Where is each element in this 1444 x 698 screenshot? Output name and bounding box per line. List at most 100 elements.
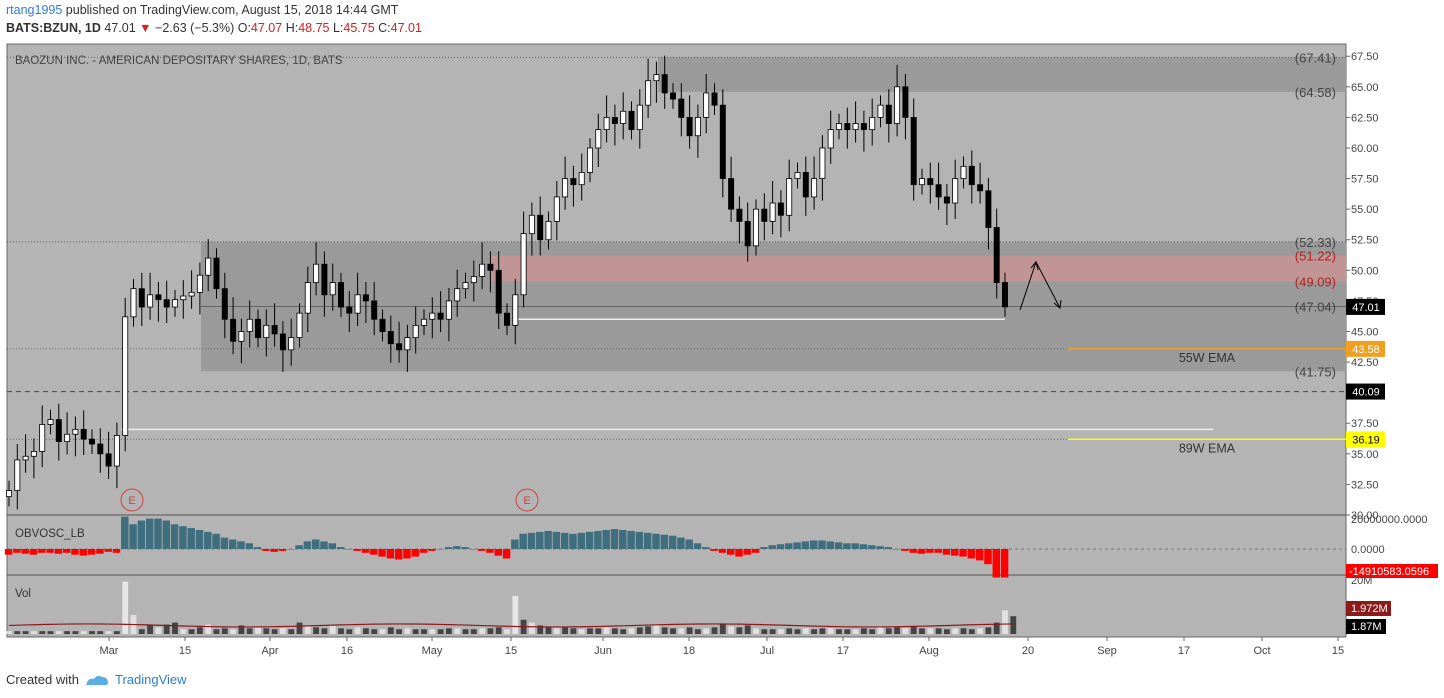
volume-bar — [39, 631, 46, 634]
obv-bar — [560, 532, 569, 549]
x-tick-label: 20 — [1022, 645, 1034, 657]
price-tag-label: 36.19 — [1352, 434, 1380, 446]
y-tick-label: 30.00 — [1351, 510, 1379, 522]
y-tick-label: 55.00 — [1351, 204, 1379, 216]
candle — [960, 165, 967, 179]
author-link[interactable]: rtang1995 — [6, 3, 63, 17]
obv-bar — [145, 518, 154, 549]
volume-bar — [80, 631, 87, 634]
volume-bar — [885, 628, 892, 634]
obv-bar — [477, 549, 486, 551]
candle — [636, 104, 643, 131]
volume-bar — [827, 628, 834, 634]
obv-bar — [154, 518, 162, 549]
obv-bar — [610, 529, 619, 549]
obv-bar — [4, 549, 13, 555]
volume-bar — [952, 628, 959, 634]
obv-bar — [585, 531, 594, 549]
volume-bar — [653, 625, 660, 634]
volume-bar — [761, 629, 768, 634]
volume-bar — [960, 628, 967, 634]
volume-bar — [404, 628, 411, 634]
obv-value-tag — [1346, 564, 1438, 578]
obv-bar — [793, 542, 801, 549]
volume-bar — [711, 627, 718, 634]
obv-bar — [38, 549, 46, 553]
tradingview-link[interactable]: TradingView — [114, 672, 187, 687]
obv-bar — [677, 537, 685, 549]
volume-bar — [993, 622, 1000, 634]
volume-bar — [728, 626, 735, 634]
level-label: (64.58) — [1295, 85, 1336, 100]
obv-bar — [179, 526, 187, 549]
candle — [819, 147, 826, 179]
obv-bar — [743, 549, 752, 555]
obv-bar — [511, 539, 519, 549]
obv-bar — [951, 549, 959, 556]
candle — [246, 318, 253, 332]
volume-bar — [487, 628, 494, 634]
volume-bar — [1010, 616, 1017, 634]
obv-bar — [112, 549, 121, 553]
candle — [495, 269, 502, 314]
obv-title: OBVOSC_LB — [15, 528, 85, 540]
obv-bar — [818, 540, 826, 549]
y-tick-label: 57.50 — [1351, 174, 1379, 186]
candle — [794, 172, 801, 179]
volume-bar — [927, 628, 934, 634]
obv-bar — [892, 549, 901, 550]
tradingview-logo-icon — [85, 675, 108, 685]
price-tag — [1346, 340, 1385, 357]
volume-bar — [30, 631, 37, 634]
candle — [163, 299, 170, 308]
volume-bar — [362, 628, 369, 634]
price-tag — [1346, 298, 1385, 315]
volume-bar — [22, 631, 29, 634]
obv-bar — [726, 549, 735, 555]
candle — [786, 178, 793, 216]
volume-bar — [47, 631, 54, 634]
level-label: (51.22) — [1295, 248, 1336, 263]
obv-bar — [718, 549, 727, 553]
candle — [130, 288, 137, 318]
obv-bar — [411, 549, 420, 557]
obv-bar — [776, 544, 785, 549]
candle — [80, 428, 87, 440]
obv-bar — [826, 541, 835, 549]
candle — [230, 318, 237, 342]
obv-bar — [436, 549, 444, 550]
obv-bar — [13, 549, 21, 553]
y-tick-label: 52.50 — [1351, 235, 1379, 247]
candle — [520, 233, 527, 296]
candle — [711, 92, 718, 106]
obv-bar — [668, 535, 677, 549]
volume-title: Vol — [15, 588, 31, 600]
candle — [620, 110, 627, 124]
created-with-label: Created with — [6, 672, 79, 687]
candle — [113, 435, 120, 467]
volume-bar — [97, 631, 104, 634]
level-label: (41.75) — [1295, 364, 1336, 379]
candle — [371, 300, 378, 320]
candle — [703, 92, 710, 118]
candle — [802, 172, 809, 198]
obv-bar — [859, 544, 868, 549]
volume-last-tag — [1346, 619, 1386, 634]
x-tick-label: Aug — [919, 645, 939, 657]
candle — [736, 208, 743, 222]
volume-bar — [977, 628, 984, 634]
x-tick-label: 17 — [837, 645, 849, 657]
volume-bar — [537, 625, 544, 634]
candle — [196, 274, 203, 293]
obv-bar — [851, 543, 859, 549]
y-tick-label: 62.50 — [1351, 112, 1379, 124]
obv-bar — [137, 520, 146, 549]
candle — [445, 300, 452, 320]
candle — [47, 419, 54, 425]
candle — [429, 312, 436, 320]
resistance-zone-red — [490, 255, 1346, 282]
volume-bar — [753, 628, 759, 634]
x-tick-label: 15 — [505, 645, 517, 657]
obv-bar — [577, 532, 586, 549]
